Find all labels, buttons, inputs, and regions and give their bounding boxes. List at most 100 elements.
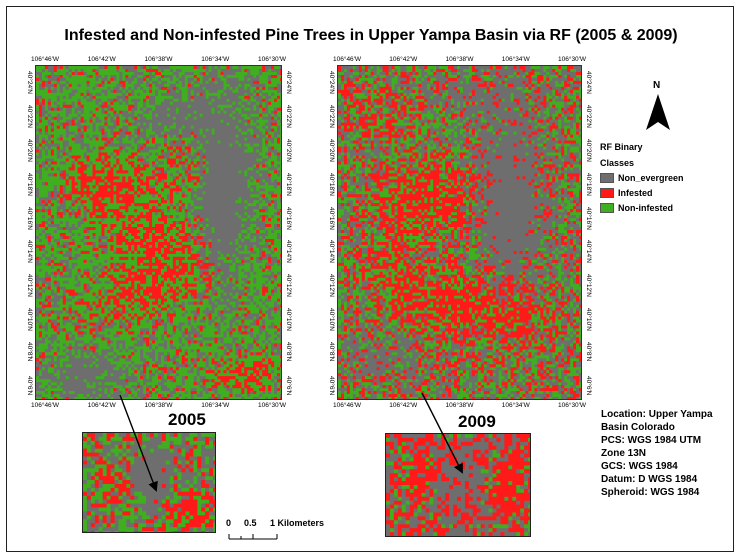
bottom-tick-label: 106°42'W xyxy=(87,402,116,409)
right-tick-label: 40°8'N xyxy=(285,342,292,362)
right-tick-label: 40°12'N xyxy=(285,274,292,298)
top-tick-label: 106°34'W xyxy=(201,56,230,63)
right-tick-label: 40°14'N xyxy=(285,240,292,264)
inset-raster-2005 xyxy=(83,433,215,532)
north-arrow-icon xyxy=(646,94,670,130)
left-tick-label: 40°10'N xyxy=(328,308,335,332)
bottom-tick-label: 106°30'W xyxy=(258,402,287,409)
right-tick-label: 40°18'N xyxy=(585,172,592,196)
legend-item-non-infested: Non-infested xyxy=(600,203,673,213)
left-tick-label: 40°10'N xyxy=(26,308,33,332)
left-tick-label: 40°14'N xyxy=(26,240,33,264)
north-arrow: N xyxy=(640,80,676,132)
bottom-tick-label: 106°38'W xyxy=(445,402,474,409)
left-tick-label: 40°6'N xyxy=(328,376,335,396)
map-2009 xyxy=(337,65,582,400)
right-tick-label: 40°24'N xyxy=(285,71,292,94)
inset-2005 xyxy=(82,432,216,533)
left-tick-label: 40°24'N xyxy=(26,71,33,94)
legend-label-infested: Infested xyxy=(618,188,653,198)
right-tick-label: 40°6'N xyxy=(585,376,592,396)
info-location: Location: Upper Yampa xyxy=(601,409,713,420)
map-info: Location: Upper Yampa Basin Colorado PCS… xyxy=(601,408,713,499)
bottom-tick-label: 106°34'W xyxy=(201,402,230,409)
left-tick-label: 40°16'N xyxy=(26,206,33,230)
raster-2005 xyxy=(36,66,281,399)
scale-label-0: 0 xyxy=(226,518,232,528)
right-tick-label: 40°10'N xyxy=(285,308,292,332)
legend-title-line1: RF Binary xyxy=(600,142,643,152)
scale-label-half: 0.5 xyxy=(244,518,257,528)
right-tick-label: 40°20'N xyxy=(585,138,592,162)
right-tick-label: 40°16'N xyxy=(585,206,592,230)
bottom-tick-label: 106°42'W xyxy=(389,402,418,409)
legend-label-non-infested: Non-infested xyxy=(618,203,673,213)
left-tick-label: 40°20'N xyxy=(26,138,33,162)
left-tick-label: 40°22'N xyxy=(26,104,33,128)
info-spheroid: Spheroid: WGS 1984 xyxy=(601,487,700,498)
inset-2009 xyxy=(385,433,531,537)
right-tick-label: 40°8'N xyxy=(585,342,592,362)
scale-bar-graphic xyxy=(228,534,278,540)
legend-swatch-infested xyxy=(600,188,614,198)
bottom-tick-label: 106°46'W xyxy=(333,402,362,409)
top-tick-label: 106°38'W xyxy=(144,56,173,63)
left-tick-label: 40°16'N xyxy=(328,206,335,230)
left-tick-label: 40°18'N xyxy=(328,172,335,196)
left-tick-label: 40°14'N xyxy=(328,240,335,264)
top-tick-label: 106°30'W xyxy=(258,56,287,63)
left-tick-label: 40°6'N xyxy=(26,376,33,396)
legend-item-non-evergreen: Non_evergreen xyxy=(600,173,684,183)
north-label: N xyxy=(653,80,661,91)
legend-title-line2: Classes xyxy=(600,158,635,168)
left-tick-label: 40°8'N xyxy=(26,342,33,362)
page-frame xyxy=(6,6,734,552)
info-location-2: Basin Colorado xyxy=(601,422,675,433)
right-tick-label: 40°24'N xyxy=(585,71,592,94)
bottom-tick-label: 106°30'W xyxy=(558,402,587,409)
raster-2009 xyxy=(338,66,581,399)
left-tick-label: 40°18'N xyxy=(26,172,33,196)
bottom-tick-label: 106°38'W xyxy=(144,402,173,409)
right-tick-label: 40°6'N xyxy=(285,376,292,396)
right-tick-label: 40°14'N xyxy=(585,240,592,264)
top-tick-label: 106°42'W xyxy=(389,56,418,63)
top-tick-label: 106°34'W xyxy=(501,56,530,63)
legend-swatch-non-evergreen xyxy=(600,173,614,183)
top-tick-label: 106°38'W xyxy=(445,56,474,63)
bottom-tick-label: 106°34'W xyxy=(501,402,530,409)
top-tick-label: 106°46'W xyxy=(31,56,60,63)
info-zone: Zone 13N xyxy=(601,448,647,459)
right-tick-label: 40°22'N xyxy=(585,104,592,128)
info-datum: Datum: D WGS 1984 xyxy=(601,474,698,485)
left-tick-label: 40°12'N xyxy=(26,274,33,298)
inset-raster-2009 xyxy=(386,434,530,536)
left-tick-label: 40°8'N xyxy=(328,342,335,362)
left-tick-label: 40°20'N xyxy=(328,138,335,162)
legend-title: RF Binary Classes xyxy=(600,140,643,170)
scale-label-1km: 1 Kilometers xyxy=(270,518,325,528)
page-title: Infested and Non-infested Pine Trees in … xyxy=(64,27,678,44)
top-tick-label: 106°46'W xyxy=(333,56,362,63)
bottom-tick-label: 106°46'W xyxy=(31,402,60,409)
info-pcs: PCS: WGS 1984 UTM xyxy=(601,435,702,446)
info-gcs: GCS: WGS 1984 xyxy=(601,461,678,472)
right-tick-label: 40°16'N xyxy=(285,206,292,230)
right-tick-label: 40°22'N xyxy=(285,104,292,128)
year-label-2009: 2009 xyxy=(458,412,496,431)
right-tick-label: 40°20'N xyxy=(285,138,292,162)
right-tick-label: 40°12'N xyxy=(585,274,592,298)
top-tick-label: 106°30'W xyxy=(558,56,587,63)
left-tick-label: 40°22'N xyxy=(328,104,335,128)
right-tick-label: 40°10'N xyxy=(585,308,592,332)
legend-swatch-non-infested xyxy=(600,203,614,213)
top-tick-label: 106°42'W xyxy=(87,56,116,63)
year-label-2005: 2005 xyxy=(168,410,206,429)
left-tick-label: 40°12'N xyxy=(328,274,335,298)
legend-item-infested: Infested xyxy=(600,188,653,198)
map-2005 xyxy=(35,65,282,400)
left-tick-label: 40°24'N xyxy=(328,71,335,94)
right-tick-label: 40°18'N xyxy=(285,172,292,196)
legend-label-non-evergreen: Non_evergreen xyxy=(618,173,684,183)
